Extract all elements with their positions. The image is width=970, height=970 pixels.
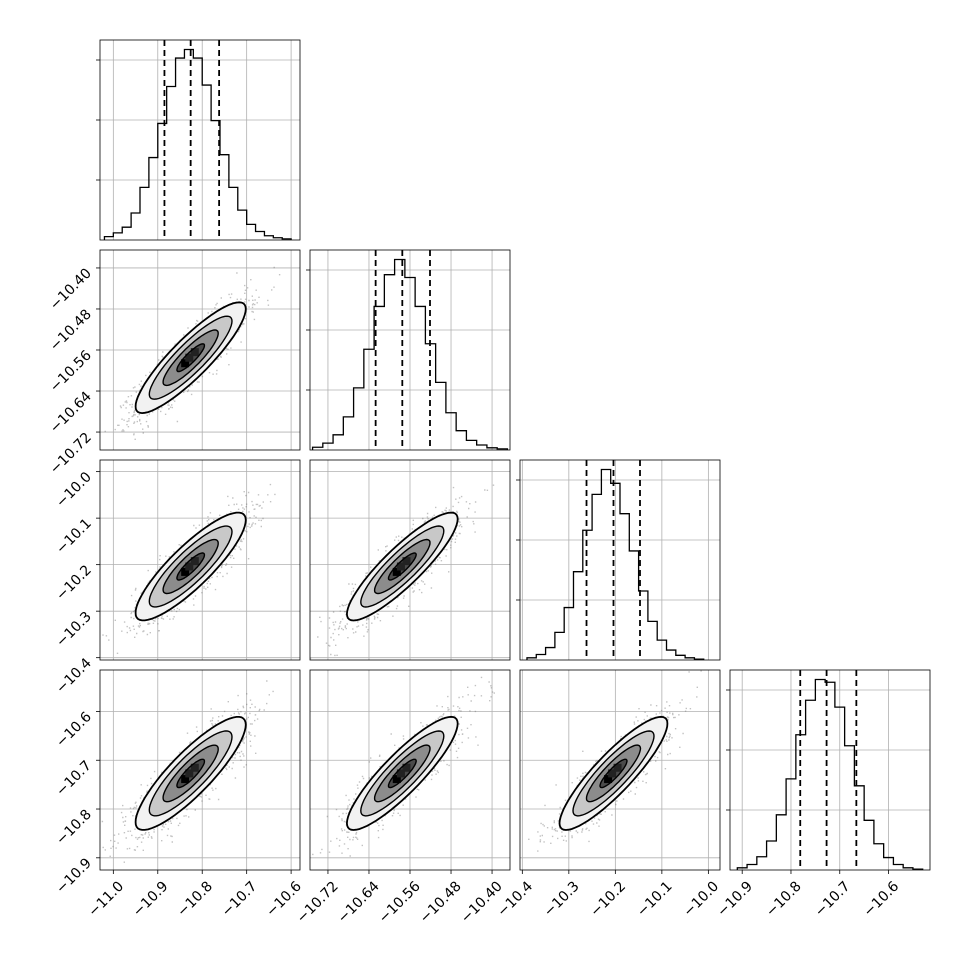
- y-tick-label: −10.4: [53, 655, 95, 697]
- y-tick-label: −10.40: [47, 265, 95, 313]
- density-contour: [134, 301, 247, 415]
- joint-density-panel: [99, 249, 301, 451]
- density-contour: [134, 511, 247, 622]
- joint-density-panel: [99, 459, 301, 661]
- density-contour: [360, 525, 445, 608]
- y-tick-label: −10.8: [53, 807, 95, 849]
- x-tick-label: −10.1: [634, 878, 676, 920]
- y-tick-label: −10.1: [53, 516, 95, 558]
- density-peak-cell: [396, 562, 405, 571]
- panel-frame: [309, 459, 511, 661]
- marginal-histogram-panel: [306, 249, 511, 451]
- x-tick-label: −10.40: [458, 878, 506, 926]
- density-peak-cell: [396, 769, 405, 778]
- density-contour: [176, 758, 206, 789]
- density-contour: [572, 730, 655, 817]
- density-peak-cell: [190, 348, 199, 357]
- x-tick-label: −10.3: [541, 878, 583, 920]
- panel-frame: [99, 669, 301, 871]
- y-tick-label: −10.9: [53, 855, 95, 897]
- density-contour: [176, 343, 206, 373]
- density-peak-cell: [604, 775, 613, 784]
- density-contour: [373, 538, 431, 595]
- marginal-histogram-panel: [516, 459, 721, 661]
- x-tick-label: −10.7: [812, 878, 854, 920]
- density-contour: [148, 315, 233, 400]
- density-contour: [148, 525, 233, 608]
- marginal-histogram-panel: [726, 669, 931, 871]
- histogram-step-line: [526, 468, 705, 660]
- density-peak-cell: [185, 562, 194, 571]
- density-contour: [387, 552, 417, 581]
- x-tick-label: −10.7: [219, 878, 261, 920]
- joint-density-panel: [309, 669, 511, 871]
- density-peak-cell: [181, 359, 190, 368]
- x-tick-label: −10.2: [587, 878, 629, 920]
- x-tick-label: −10.9: [714, 878, 756, 920]
- density-contour: [373, 744, 431, 803]
- density-peak-cell: [392, 775, 401, 784]
- y-tick-label: −10.6: [53, 709, 95, 751]
- joint-density-panel: [519, 669, 721, 871]
- density-contour: [162, 744, 219, 803]
- density-peak-cell: [181, 567, 190, 576]
- y-tick-label: −10.48: [47, 306, 95, 354]
- x-tick-label: −10.64: [335, 878, 383, 926]
- density-peak-cell: [181, 775, 190, 784]
- x-tick-label: −10.9: [130, 878, 172, 920]
- density-peak-cell: [402, 763, 411, 772]
- panel-frame: [729, 669, 931, 871]
- density-contour: [176, 552, 206, 581]
- density-contour: [148, 730, 233, 817]
- density-contour: [162, 329, 219, 387]
- density-contour: [162, 538, 219, 595]
- density-contour: [599, 758, 628, 789]
- x-tick-label: −10.56: [376, 878, 424, 926]
- panel-frame: [519, 669, 721, 871]
- y-tick-label: −10.2: [53, 562, 95, 604]
- panel-frame: [99, 39, 301, 241]
- density-contour: [558, 715, 669, 831]
- joint-density-panel: [99, 669, 301, 871]
- density-contour: [585, 744, 642, 803]
- y-tick-label: −10.3: [53, 609, 95, 651]
- y-tick-label: −10.7: [53, 758, 95, 800]
- density-peak-cell: [613, 763, 622, 772]
- density-peak-cell: [185, 769, 194, 778]
- x-tick-label: −10.0: [680, 878, 722, 920]
- x-tick-label: −10.8: [174, 878, 216, 920]
- y-tick-label: −10.56: [47, 347, 95, 395]
- joint-density-panel: [309, 459, 511, 661]
- x-tick-label: −10.72: [294, 878, 342, 926]
- density-contour: [360, 730, 445, 817]
- panel-frame: [309, 249, 511, 451]
- density-peak-cell: [392, 567, 401, 576]
- density-contour: [345, 715, 459, 831]
- x-tick-label: −11.0: [85, 878, 127, 920]
- y-tick-label: −10.64: [47, 388, 95, 436]
- density-peak-cell: [185, 353, 194, 362]
- x-tick-label: −10.6: [861, 878, 903, 920]
- panel-frame: [99, 459, 301, 661]
- x-tick-label: −10.8: [763, 878, 805, 920]
- density-peak-cell: [190, 557, 199, 566]
- panel-frame: [519, 459, 721, 661]
- scatter-points: [310, 484, 495, 660]
- y-tick-label: −10.72: [47, 430, 95, 478]
- marginal-histogram-panel: [96, 39, 301, 241]
- density-contour: [134, 716, 247, 831]
- x-tick-label: −10.48: [417, 878, 465, 926]
- histogram-step-line: [736, 678, 924, 870]
- density-contour: [345, 511, 459, 622]
- density-peak-cell: [190, 763, 199, 772]
- density-peak-cell: [608, 769, 617, 778]
- density-contour: [387, 758, 417, 789]
- histogram-step-line: [103, 48, 292, 240]
- histogram-step-line: [311, 258, 509, 450]
- density-peak-cell: [402, 557, 411, 566]
